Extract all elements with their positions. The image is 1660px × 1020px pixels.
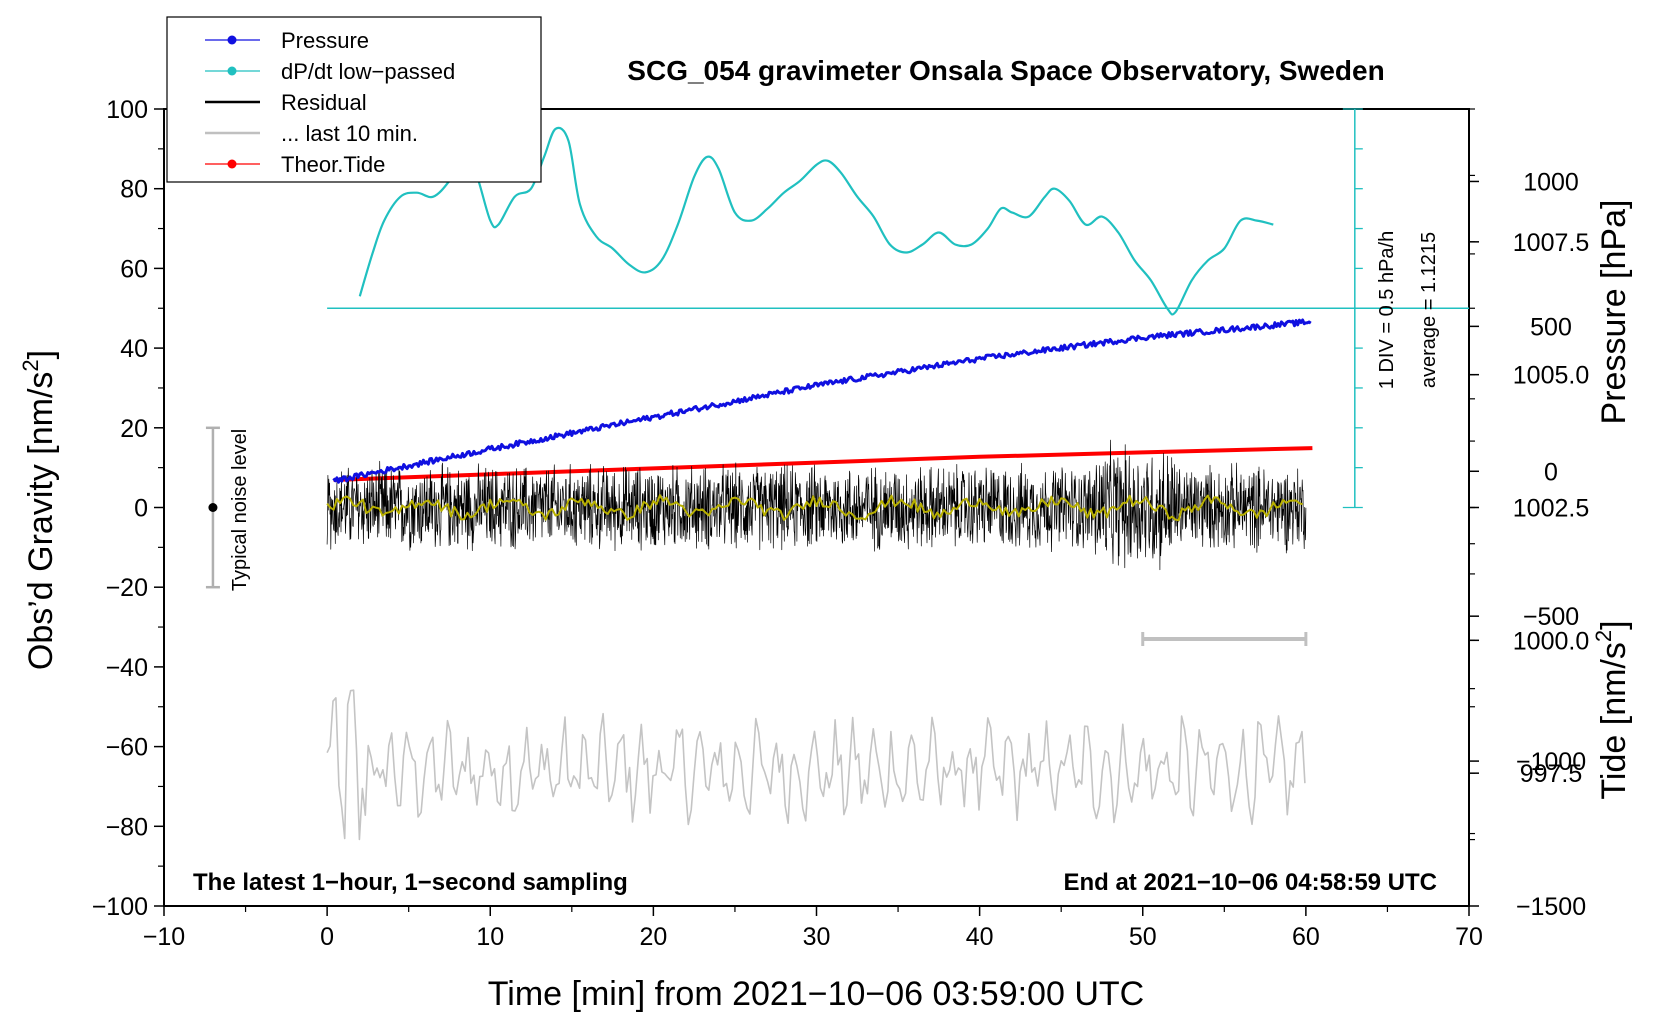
y-tick-label: 80 <box>120 176 148 204</box>
x-tick-label: 10 <box>476 923 504 951</box>
pressure-tick-label: 1000.0 <box>1513 627 1589 655</box>
legend-swatch-dot <box>227 66 237 76</box>
y-tick-label: 100 <box>106 96 148 124</box>
pressure-tick-labels: 1007.5 1005.0 1002.5 1000.0 997.5 <box>1513 229 1589 788</box>
x-tick-label: 0 <box>320 923 334 951</box>
left-note: The latest 1−hour, 1−second sampling <box>193 869 628 896</box>
y-tick-label: 40 <box>120 335 148 363</box>
x-tick-label: −10 <box>143 923 185 951</box>
y-tick-label: 20 <box>120 415 148 443</box>
x-tick-label: 50 <box>1129 923 1157 951</box>
y-tick-label: −80 <box>106 813 148 841</box>
dpdt-scale-axis <box>327 108 1469 509</box>
y-axis-title-tide-text: Tide [nm/s <box>1595 642 1633 799</box>
tide-tick-label: 1000 <box>1523 168 1579 196</box>
x-tick-label: 70 <box>1455 923 1483 951</box>
y-axis-title-left-sup: 2 <box>18 359 43 371</box>
tide-tick-labels: 1000 500 0 −500 −1000 −1500 <box>1516 168 1586 921</box>
series-pressure <box>332 318 1312 484</box>
y-tick-label: 0 <box>134 495 148 523</box>
legend-swatch-dot <box>227 35 237 45</box>
y-tick-label: −100 <box>92 893 148 921</box>
legend-label: Residual <box>281 90 367 115</box>
legend-swatch-dot <box>227 159 237 169</box>
y-tick-label: −60 <box>106 734 148 762</box>
series-residual-smoothed <box>326 494 1303 522</box>
legend-label: Pressure <box>281 28 369 53</box>
y-axis-title-left-end: ] <box>22 350 60 359</box>
x-tick-label: 60 <box>1292 923 1320 951</box>
y-tick-label: 60 <box>120 255 148 283</box>
tide-tick-label: 0 <box>1544 458 1558 486</box>
x-tick-labels: −10 0 10 20 30 40 50 60 70 <box>143 923 1483 951</box>
chart-title: SCG_054 gravimeter Onsala Space Observat… <box>627 55 1384 86</box>
legend-items: Pressure dP/dt low−passed Residual ... last… <box>205 28 455 177</box>
y-axis-title-pressure: Pressure [hPa] <box>1595 200 1633 425</box>
x-axis-title: Time [min] from 2021−10−06 03:59:00 UTC <box>488 975 1144 1013</box>
dpdt-scale-label: 1 DIV = 0.5 hPa/h <box>1376 231 1398 389</box>
pressure-tick-label: 1005.0 <box>1513 362 1589 390</box>
legend-box <box>166 16 542 183</box>
series-layer <box>205 126 1313 841</box>
y-axis-title-tide: Tide [nm/s2] <box>1591 620 1633 799</box>
x-tick-label: 30 <box>803 923 831 951</box>
pressure-tick-label: 997.5 <box>1520 760 1583 788</box>
series-last-10-min <box>326 689 1306 841</box>
y-axis-title-tide-sup: 2 <box>1591 630 1616 642</box>
tide-tick-label: −1500 <box>1516 893 1586 921</box>
legend-label: dP/dt low−passed <box>281 59 455 84</box>
series-residual <box>326 439 1307 571</box>
y-axis-title-left-text: Obs’d Gravity [nm/s <box>22 372 60 671</box>
axis-ticks <box>154 108 1479 916</box>
legend-label: Theor.Tide <box>281 152 385 177</box>
y-axis-title-left: Obs’d Gravity [nm/s2] <box>18 350 60 670</box>
series-dpdt-lowpassed <box>358 126 1274 316</box>
right-note: End at 2021−10−06 04:58:59 UTC <box>1063 869 1437 896</box>
noise-label: Typical noise level <box>229 429 251 591</box>
tide-tick-label: 500 <box>1530 313 1572 341</box>
y-tick-label: −20 <box>106 574 148 602</box>
dpdt-average-label: average = 1.1215 <box>1418 232 1440 388</box>
y-tick-label: −40 <box>106 654 148 682</box>
y-tick-labels: 100 80 60 40 20 0 −20 −40 −60 −80 −100 <box>92 96 148 921</box>
y-axis-title-tide-end: ] <box>1595 620 1633 629</box>
noise-bar-dot <box>208 503 218 512</box>
tide-tick-label: −1000 <box>1516 748 1586 776</box>
x-tick-label: 20 <box>639 923 667 951</box>
legend: Pressure dP/dt low−passed Residual ... last… <box>166 16 542 183</box>
x-tick-label: 40 <box>966 923 994 951</box>
tide-tick-label: −500 <box>1523 603 1579 631</box>
legend-label: ... last 10 min. <box>281 121 418 146</box>
series-theor-tide <box>333 446 1313 482</box>
pressure-tick-label: 1002.5 <box>1513 495 1589 523</box>
pressure-tick-label: 1007.5 <box>1513 229 1589 257</box>
